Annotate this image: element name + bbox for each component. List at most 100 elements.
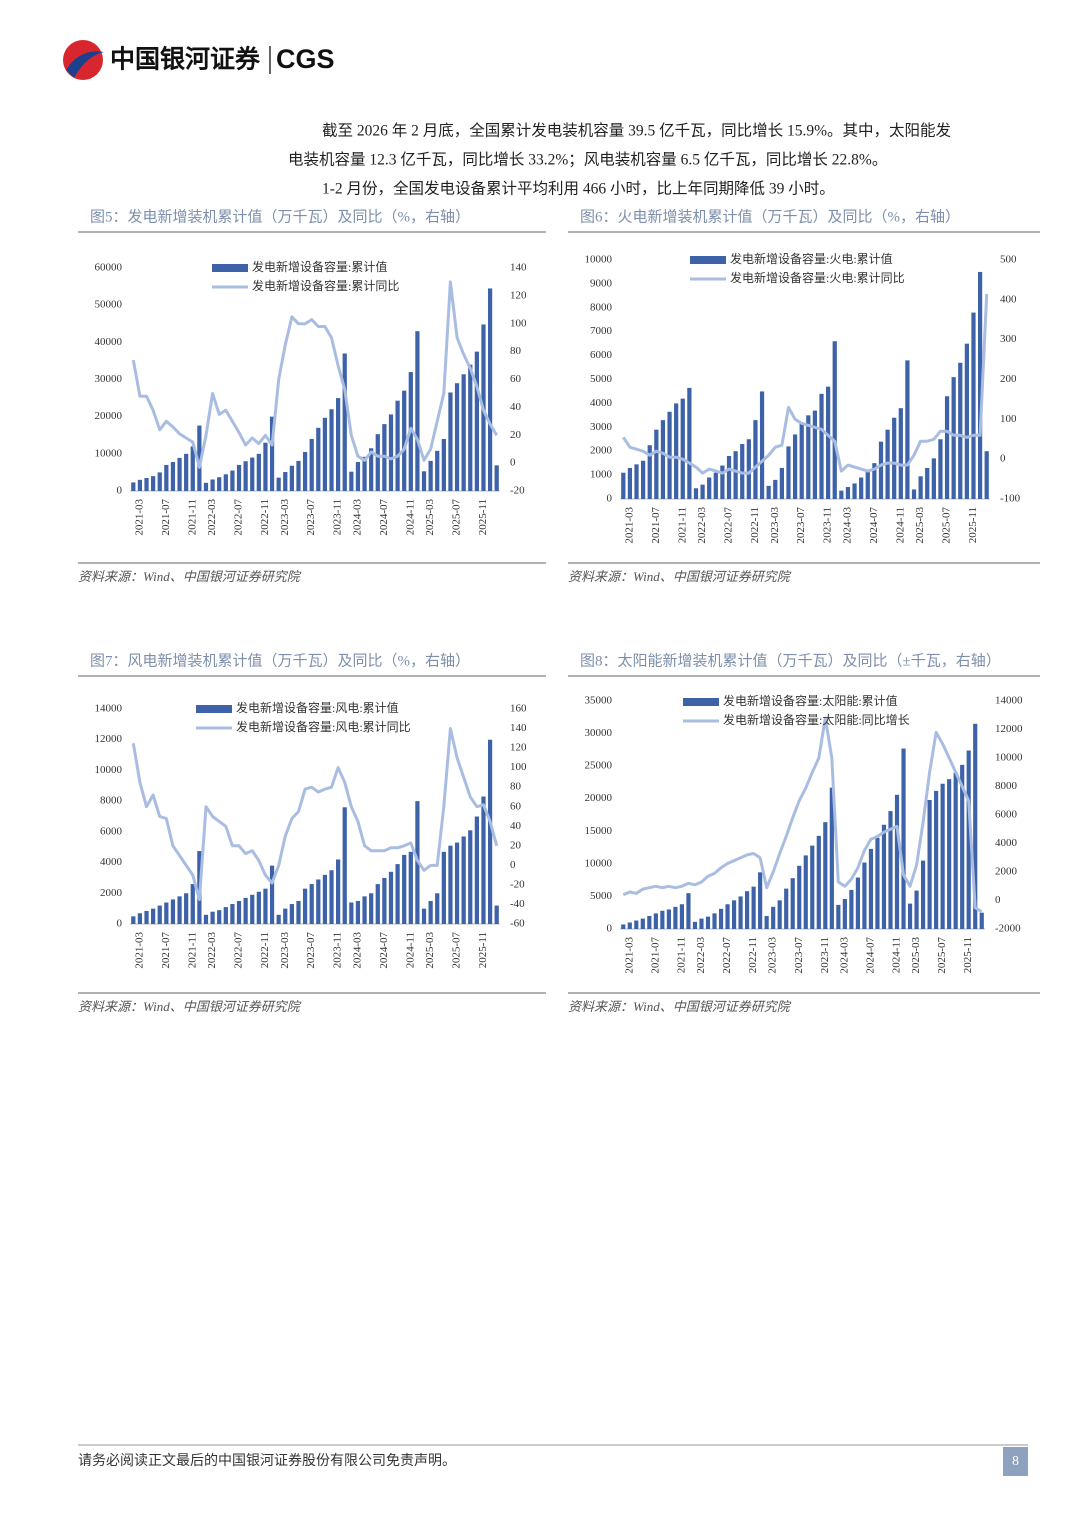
bar: [700, 484, 705, 499]
x-tick-label: 2021-07: [650, 507, 662, 544]
bar: [720, 465, 725, 499]
bar: [468, 830, 473, 924]
bar: [177, 896, 182, 924]
bar: [329, 870, 334, 924]
y-tick-label: 10000: [95, 447, 123, 459]
bar: [940, 783, 945, 929]
bar: [868, 848, 874, 929]
x-tick-label: 2022-11: [747, 937, 759, 973]
bar: [977, 271, 983, 499]
bar: [784, 888, 789, 929]
bar: [309, 884, 314, 924]
y-tick-label: 20000: [585, 792, 613, 804]
bar: [435, 893, 440, 924]
bar: [144, 477, 149, 491]
bar: [713, 472, 718, 499]
bar: [395, 400, 400, 491]
bar: [263, 442, 268, 491]
bar: [699, 918, 704, 929]
source-note: 资料来源：Wind、中国银河证券研究院: [568, 569, 792, 584]
bar: [731, 900, 737, 929]
logo: 中国银河证券 CGS: [63, 40, 335, 80]
x-tick-label: 2021-07: [649, 937, 661, 974]
x-tick-label: 2024-07: [868, 507, 880, 544]
bar: [322, 417, 328, 491]
y-tick-label: 20000: [95, 410, 123, 422]
bar: [190, 884, 195, 924]
y2-tick-label: 80: [510, 781, 522, 793]
legend-label: 发电新增设备容量:太阳能:同比增长: [723, 712, 910, 727]
y-tick-label: 6000: [100, 825, 123, 837]
x-tick-label: 2023-03: [279, 499, 291, 536]
bar: [892, 417, 897, 499]
bar: [256, 453, 261, 491]
logo-cn: 中国银河证券: [110, 45, 261, 74]
bar: [402, 390, 407, 491]
y2-tick-label: 140: [510, 722, 527, 734]
y-tick-label: 50000: [95, 299, 123, 311]
bar: [355, 462, 361, 491]
x-tick-label: 2024-03: [351, 499, 363, 536]
bar: [984, 451, 989, 499]
legend-swatch: [683, 698, 719, 706]
bar: [494, 905, 499, 924]
bar: [217, 910, 222, 924]
bar: [217, 477, 222, 491]
y2-tick-label: 4000: [995, 837, 1018, 849]
bar: [177, 457, 182, 491]
x-tick-label: 2025-07: [451, 499, 463, 536]
bar: [309, 438, 314, 491]
y2-tick-label: 400: [1000, 293, 1017, 305]
x-tick-label: 2021-11: [186, 499, 198, 535]
bar: [164, 464, 169, 491]
source-note: 资料来源：Wind、中国银河证券研究院: [78, 569, 302, 584]
legend-label: 发电新增设备容量:风电:累计同比: [236, 719, 411, 734]
y-tick-label: 6000: [590, 349, 613, 361]
y-tick-label: 1000: [590, 469, 613, 481]
logo-swoosh: [66, 51, 104, 78]
bar: [679, 904, 685, 929]
legend-swatch: [690, 256, 726, 264]
bar: [958, 362, 963, 499]
bar: [250, 894, 255, 924]
bar: [342, 807, 347, 924]
logo-en: CGS: [276, 44, 335, 74]
x-tick-label: 2023-03: [279, 932, 291, 969]
x-tick-label: 2023-11: [822, 507, 834, 543]
bar: [263, 888, 268, 924]
y-tick-label: 2000: [100, 887, 123, 899]
bar: [944, 396, 950, 499]
bar: [375, 884, 380, 924]
bar: [819, 393, 824, 499]
bar: [428, 900, 433, 924]
bar: [131, 916, 136, 924]
bar: [283, 472, 288, 491]
bar: [474, 816, 479, 924]
bar: [799, 422, 804, 499]
x-tick-label: 2021-03: [623, 507, 635, 544]
bar: [725, 904, 730, 929]
bar: [764, 915, 769, 929]
bar: [914, 890, 919, 929]
x-tick-label: 2022-03: [695, 937, 707, 974]
bar: [927, 800, 932, 929]
y2-tick-label: 140: [510, 262, 527, 274]
bar: [758, 872, 763, 929]
y2-tick-label: 6000: [995, 809, 1018, 821]
y-tick-label: 3000: [590, 421, 613, 433]
bar: [157, 472, 162, 491]
bar: [184, 453, 189, 491]
bar: [901, 748, 906, 929]
y-tick-label: 8000: [100, 795, 123, 807]
x-tick-label: 2024-03: [351, 932, 363, 969]
y-tick-label: 30000: [95, 373, 123, 385]
bar: [276, 477, 281, 491]
bar: [753, 420, 758, 499]
y2-tick-label: 0: [510, 457, 516, 469]
page-number-box: [1003, 1447, 1028, 1476]
bar: [634, 464, 639, 499]
bar: [421, 908, 427, 924]
bar: [907, 903, 913, 929]
bar: [236, 900, 242, 924]
